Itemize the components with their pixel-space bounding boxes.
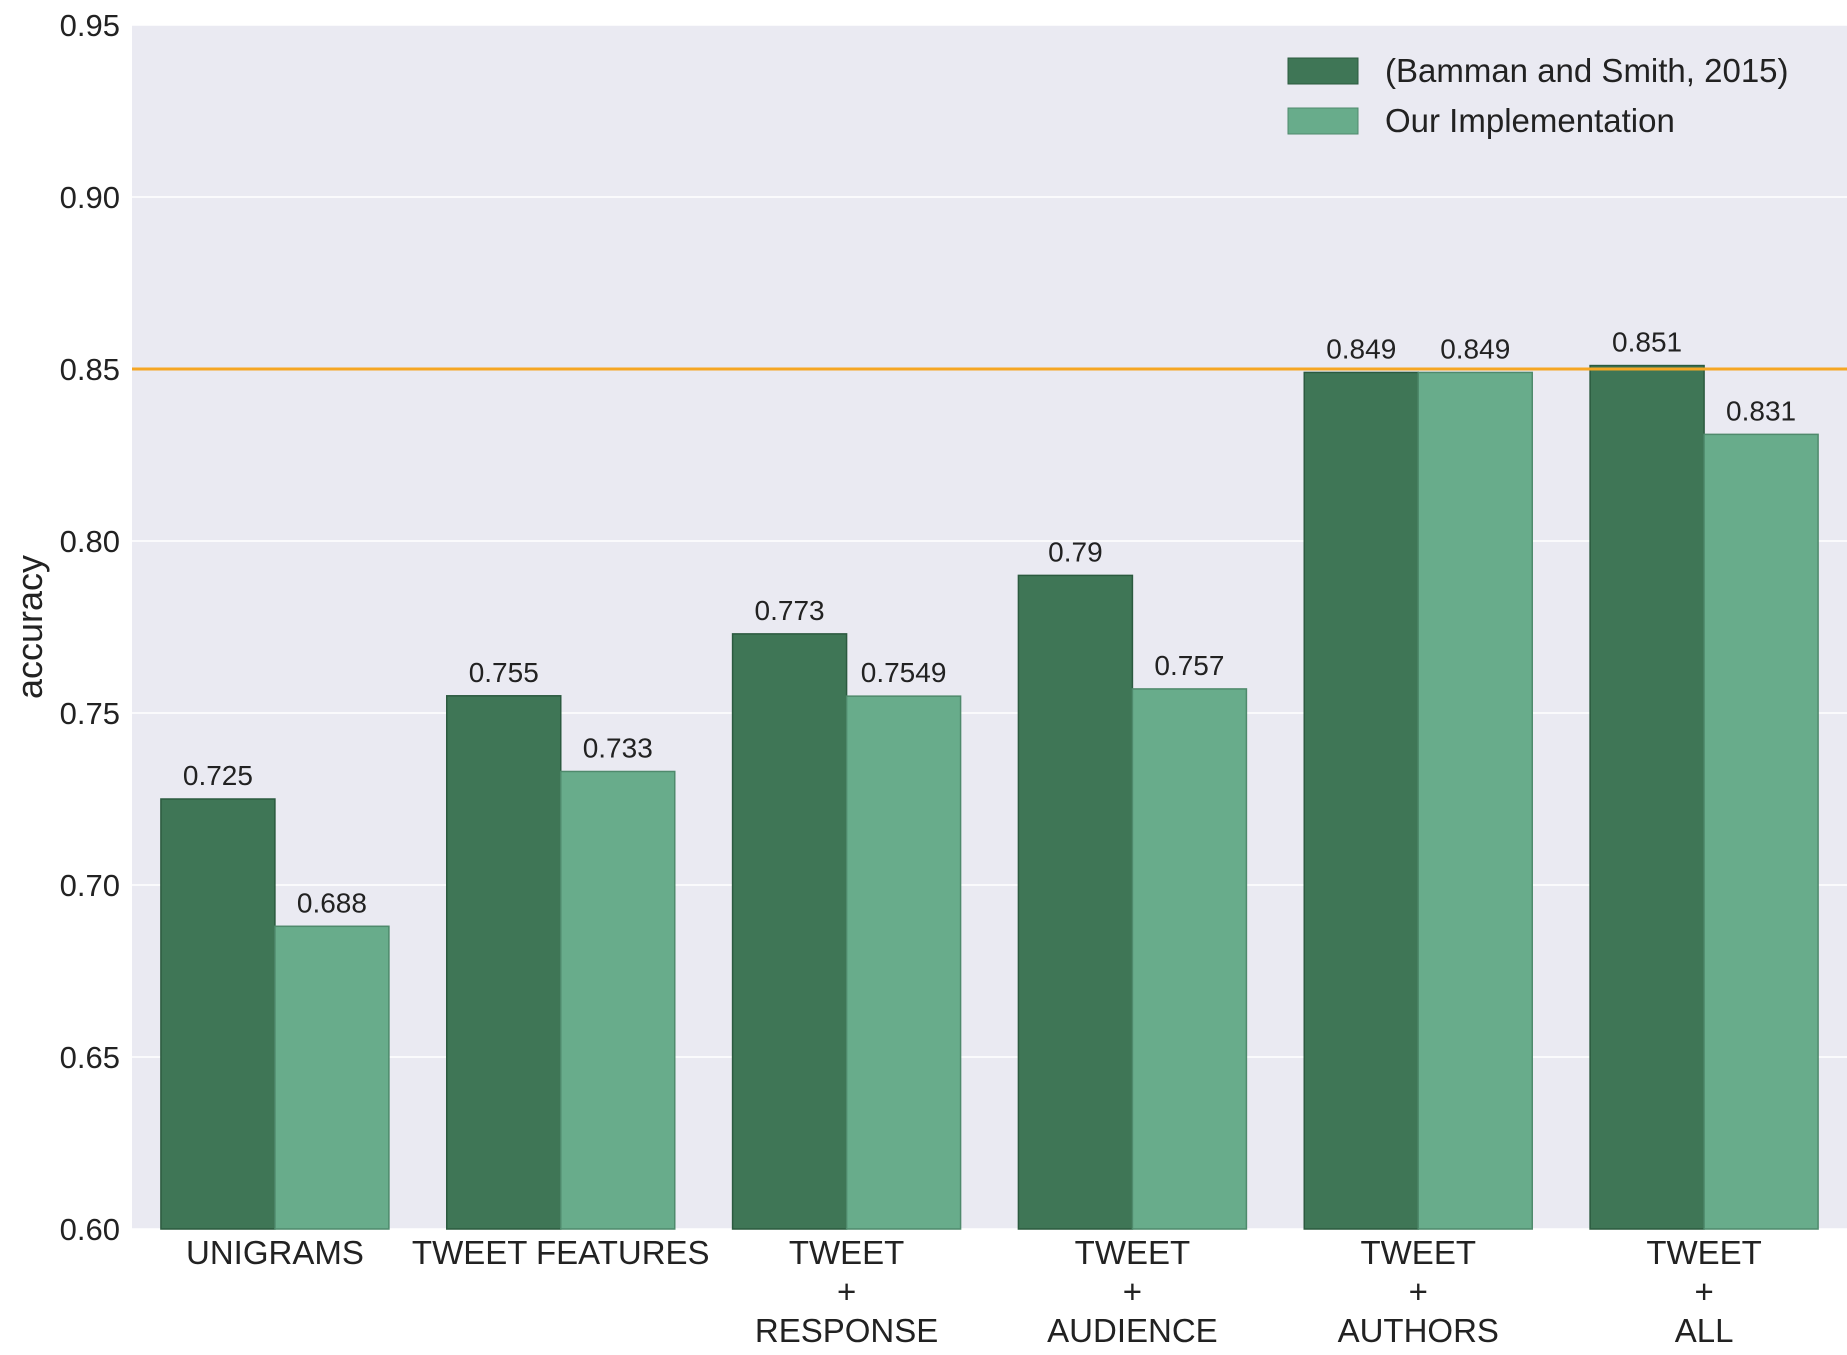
- x-category-label: ALL: [1675, 1312, 1734, 1349]
- legend-label-0: (Bamman and Smith, 2015): [1385, 52, 1789, 89]
- bar-value-labels: 0.725 0.688 0.755 0.733 0.773 0.7549 0.79 0.757…: [183, 327, 1796, 919]
- x-category-label: AUDIENCE: [1047, 1312, 1218, 1349]
- x-category-label: +: [1123, 1273, 1142, 1310]
- bar-value-label: 0.755: [469, 657, 539, 688]
- x-category-label: TWEET: [1075, 1234, 1190, 1271]
- legend-swatch-0: [1287, 57, 1359, 85]
- y-tick-label: 0.70: [60, 868, 120, 903]
- bar-bamman-3: [1017, 574, 1134, 1230]
- bar-value-label: 0.851: [1612, 327, 1682, 358]
- bar-ours-2: [845, 695, 962, 1230]
- bar-bamman-2: [731, 633, 848, 1230]
- x-category-label: UNIGRAMS: [186, 1234, 364, 1271]
- x-axis-category-labels: UNIGRAMS TWEET FEATURES TWEET+RESPONSETWEE…: [186, 1234, 1762, 1349]
- y-tick-label: 0.75: [60, 696, 120, 731]
- x-category-label: +: [1409, 1273, 1428, 1310]
- x-category-label: +: [1694, 1273, 1713, 1310]
- y-tick-label: 0.80: [60, 524, 120, 559]
- bar-bamman-1: [446, 695, 562, 1230]
- x-category-label: TWEET: [789, 1234, 904, 1271]
- bar-value-label: 0.733: [583, 732, 653, 763]
- bar-value-label: 0.79: [1048, 536, 1103, 567]
- bar-ours-4: [1417, 371, 1533, 1230]
- plot-area: [132, 25, 1847, 1229]
- x-category-label: TWEET: [1646, 1234, 1761, 1271]
- bar-value-label: 0.757: [1154, 650, 1224, 681]
- bar-value-label: 0.831: [1726, 395, 1796, 426]
- bar-ours-3: [1131, 688, 1248, 1230]
- bar-ours-5: [1703, 433, 1819, 1230]
- y-axis-title: accuracy: [9, 555, 50, 699]
- legend: (Bamman and Smith, 2015) Our Implementati…: [1287, 52, 1789, 139]
- bar-bamman-4: [1303, 371, 1419, 1230]
- bar-bamman-0: [160, 798, 276, 1230]
- x-category-label: TWEET FEATURES: [412, 1234, 710, 1271]
- bar-bamman-5: [1589, 364, 1705, 1230]
- y-tick-label: 0.95: [60, 8, 120, 43]
- bar-value-label: 0.725: [183, 760, 253, 791]
- bar-ours-1: [560, 770, 676, 1230]
- legend-swatch-1: [1287, 107, 1359, 135]
- y-tick-label: 0.65: [60, 1040, 120, 1075]
- bar-value-label: 0.773: [755, 595, 825, 626]
- bar-value-label: 0.849: [1326, 333, 1396, 364]
- x-category-label: RESPONSE: [755, 1312, 938, 1349]
- bar-value-label: 0.849: [1440, 333, 1510, 364]
- x-category-label: +: [837, 1273, 856, 1310]
- y-axis-tick-labels: 0.60 0.65 0.70 0.75 0.80 0.85 0.90 0.95: [60, 8, 120, 1247]
- bar-ours-0: [274, 925, 390, 1230]
- y-tick-label: 0.60: [60, 1212, 120, 1247]
- legend-label-1: Our Implementation: [1385, 102, 1675, 139]
- y-tick-label: 0.85: [60, 352, 120, 387]
- bar-value-label: 0.7549: [861, 657, 947, 688]
- x-category-label: AUTHORS: [1338, 1312, 1499, 1349]
- bars: [160, 364, 1819, 1230]
- x-category-label: TWEET: [1361, 1234, 1476, 1271]
- bar-value-label: 0.688: [297, 887, 367, 918]
- y-tick-label: 0.90: [60, 180, 120, 215]
